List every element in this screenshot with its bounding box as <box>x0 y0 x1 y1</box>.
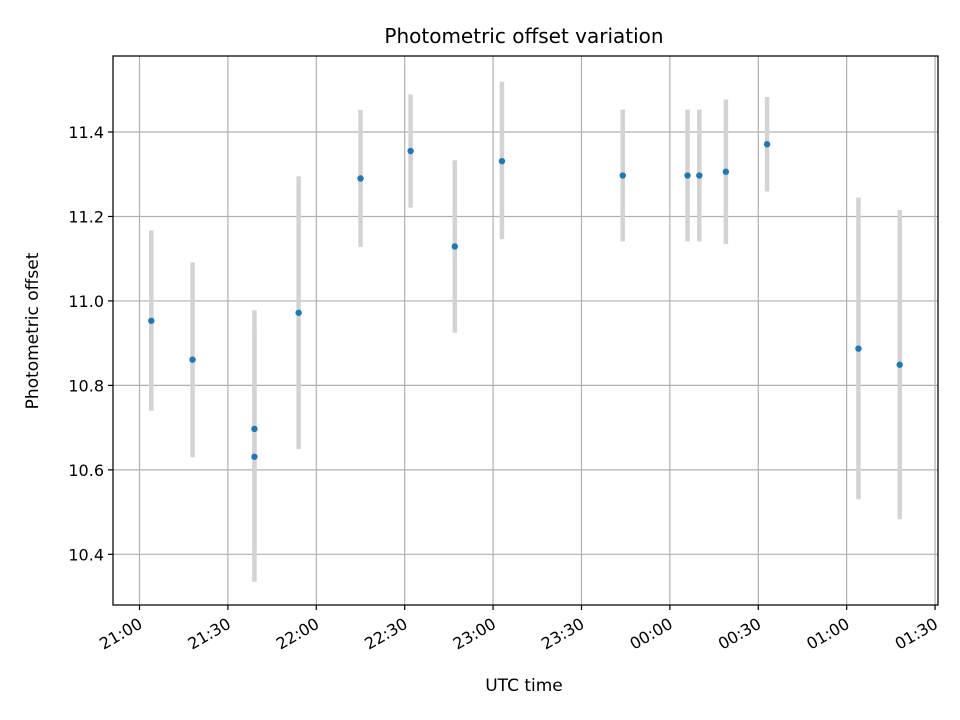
data-point <box>763 141 771 148</box>
data-point <box>896 361 903 368</box>
x-tick-label: 21:00 <box>96 614 145 654</box>
data-point <box>357 175 364 182</box>
data-point <box>498 157 506 165</box>
x-tick-label: 00:30 <box>715 614 764 654</box>
error-bars <box>149 81 902 582</box>
y-tick-label: 11.0 <box>68 292 104 311</box>
x-tick-label: 22:00 <box>273 614 322 654</box>
x-tick-label: 21:30 <box>184 614 233 654</box>
data-point <box>696 172 703 179</box>
y-tick-label: 10.8 <box>68 376 104 395</box>
x-tick-label: 01:30 <box>892 614 941 654</box>
data-point <box>722 168 730 175</box>
x-tick-label: 00:00 <box>626 614 675 654</box>
chart-title: Photometric offset variation <box>384 24 663 48</box>
plot-frame <box>112 55 939 606</box>
x-tick-label: 23:00 <box>450 614 499 654</box>
y-tick-label: 11.2 <box>68 207 104 226</box>
data-point <box>619 172 626 179</box>
data-point <box>855 345 862 352</box>
x-axis-ticks: 21:00 21:30 22:00 22:30 23:00 23:30 00:00 00:30… <box>96 605 941 654</box>
data-point <box>295 309 302 316</box>
data-points <box>148 141 903 460</box>
data-point <box>684 172 691 179</box>
data-point <box>189 356 196 363</box>
x-tick-label: 22:30 <box>361 614 410 654</box>
grid-lines <box>113 56 938 605</box>
data-point <box>148 317 155 324</box>
x-tick-label: 01:00 <box>803 614 852 654</box>
x-axis-label: UTC time <box>485 676 563 696</box>
data-point <box>251 453 258 460</box>
y-tick-label: 10.6 <box>68 461 104 480</box>
data-point <box>407 147 414 155</box>
y-axis-label: Photometric offset <box>23 252 43 409</box>
data-point <box>451 243 458 250</box>
y-tick-label: 10.4 <box>68 545 104 564</box>
x-tick-label: 23:30 <box>538 614 587 654</box>
data-point <box>251 425 258 433</box>
y-tick-label: 11.4 <box>68 123 104 142</box>
y-axis-ticks: 10.4 10.6 10.8 11.0 11.2 11.4 <box>68 123 113 564</box>
